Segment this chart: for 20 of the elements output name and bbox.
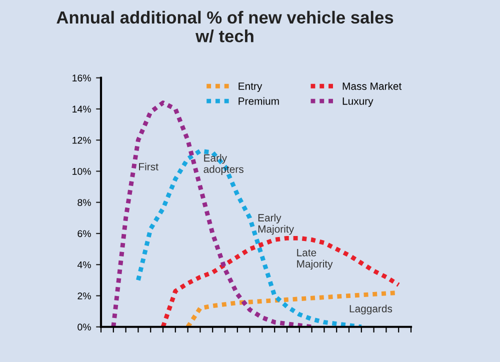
y-tick-label: 6%: [78, 230, 91, 238]
annotation: Early Majority: [258, 214, 294, 235]
y-tick-label: 4%: [77, 261, 91, 268]
y-tick-label: 0%: [78, 324, 91, 331]
y-tick-label: 10%: [72, 168, 91, 175]
y-tick-label: 8%: [78, 199, 91, 206]
y-tick-label: 14%: [72, 106, 91, 113]
chart-title: Annual additional % of new vehicle sales w/ tech: [56, 10, 394, 42]
annotation: First: [139, 162, 158, 170]
legend-label: Mass Market: [342, 82, 402, 90]
annotation: Laggards: [350, 304, 392, 314]
legend-label: Luxury: [342, 98, 374, 107]
annotation: Late Majority: [297, 249, 333, 270]
y-tick-label: 16%: [72, 74, 91, 82]
y-tick-label: 2%: [78, 292, 91, 300]
y-tick-label: 12%: [72, 136, 91, 144]
legend-label: Entry: [238, 82, 262, 92]
annotation: Early adopters: [204, 154, 244, 175]
legend-label: Premium: [238, 97, 279, 105]
line-series: [160, 236, 401, 327]
